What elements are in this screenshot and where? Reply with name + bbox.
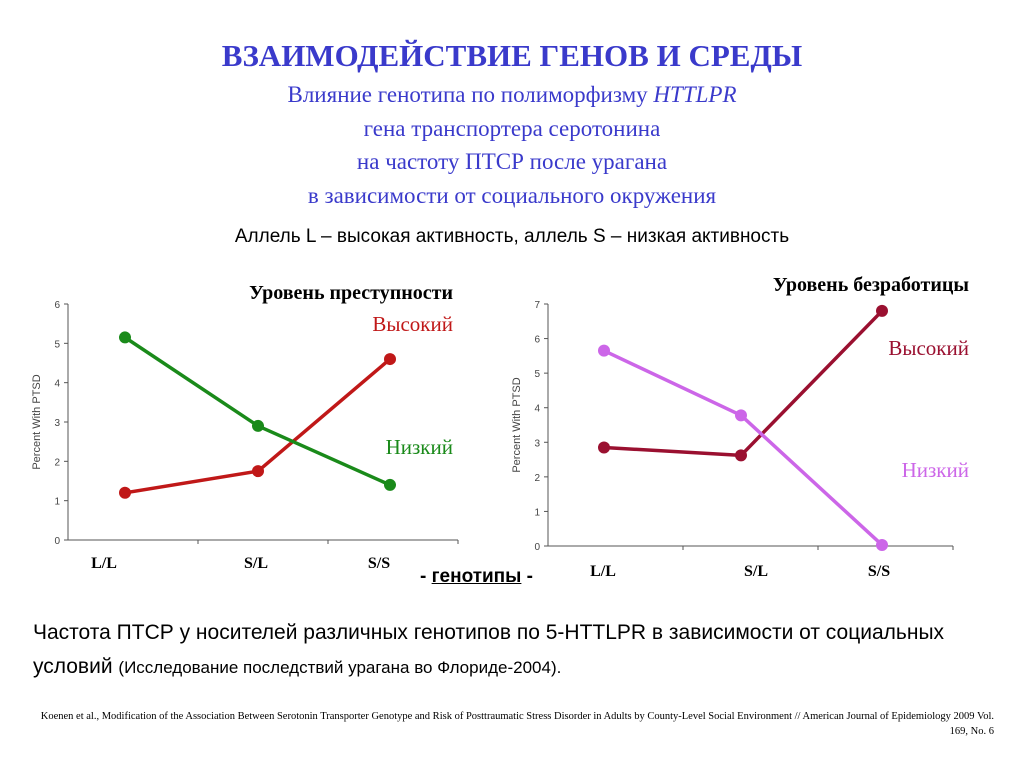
subtitle-line-1: Влияние генотипа по полиморфизму HTTLPR xyxy=(0,82,1024,108)
subtitle-line-3: на частоту ПТСР после урагана xyxy=(356,149,668,174)
series-line-1 xyxy=(124,335,391,487)
genotypes-label: - генотипы - xyxy=(420,566,533,588)
chart-crime-title: Уровень преступности xyxy=(249,282,453,304)
chart-unemployment-legend-low: Низкий xyxy=(901,458,969,482)
chart-unemployment-title: Уровень безработицы xyxy=(772,274,969,296)
y-tick-label: 6 xyxy=(534,335,540,346)
chart-crime-xtick-ss: S/S xyxy=(367,555,391,572)
y-tick-label: 3 xyxy=(534,438,540,449)
y-tick-label: 5 xyxy=(534,369,540,380)
subtitle-line-2: гена транспортера серотонина xyxy=(363,116,661,141)
y-tick-label: 1 xyxy=(534,507,540,518)
data-point-0-1 xyxy=(735,449,747,462)
summary-main: Частота ПТСР у носителей различных генот… xyxy=(33,621,945,678)
data-point-0-1 xyxy=(252,465,264,478)
data-point-0-2 xyxy=(876,304,888,317)
summary-text: Частота ПТСР у носителей различных генот… xyxy=(33,616,1003,685)
y-axis-label: Percent With PTSD xyxy=(511,377,523,472)
chart-unemployment-xtick-ss: S/S xyxy=(867,563,891,580)
y-tick-label: 2 xyxy=(54,457,60,468)
chart-crime-marks xyxy=(119,331,396,499)
y-tick-label: 4 xyxy=(534,404,540,415)
genotypes-prefix: - xyxy=(420,566,432,587)
data-point-1-1 xyxy=(252,419,264,432)
data-point-0-0 xyxy=(119,486,131,499)
chart-crime-axes: 0 1 2 3 4 5 6 Percent With PTSD xyxy=(31,300,459,547)
reference: Koenen et al., Modification of the Assoc… xyxy=(40,711,994,737)
data-point-1-0 xyxy=(119,331,131,344)
y-tick-label: 6 xyxy=(54,300,60,311)
genotypes-suffix: - xyxy=(521,566,533,587)
chart-unemployment-xtick-ll: L/L xyxy=(590,563,616,580)
chart-crime-xtick-sl: S/L xyxy=(243,555,268,572)
y-tick-label: 2 xyxy=(534,473,540,484)
chart-unemployment-axes: 0 1 2 3 4 5 6 7 Percent With PTSD xyxy=(511,300,954,553)
data-point-1-0 xyxy=(598,344,610,357)
data-point-1-1 xyxy=(735,409,747,422)
y-tick-label: 5 xyxy=(54,339,60,350)
chart-crime: 0 1 2 3 4 5 6 Percent With PTSD xyxy=(31,300,459,547)
page-title: ВЗАИМОДЕЙСТВИЕ ГЕНОВ И СРЕДЫ xyxy=(221,38,803,73)
allele-note: Аллель L – высокая активность, аллель S … xyxy=(234,226,790,247)
chart-crime-legend-low: Низкий xyxy=(385,435,453,459)
genotypes-word: генотипы xyxy=(431,566,522,587)
chart-unemployment-xtick-sl: S/L xyxy=(743,563,768,580)
y-tick-label: 0 xyxy=(534,542,540,553)
y-tick-label: 7 xyxy=(534,300,540,311)
subtitle-line-1-text: Влияние генотипа по полиморфизму xyxy=(287,82,654,107)
y-axis-label: Percent With PTSD xyxy=(31,374,43,469)
summary-note: (Исследование последствий урагана во Фло… xyxy=(118,658,562,677)
y-tick-label: 1 xyxy=(54,497,60,508)
y-tick-label: 3 xyxy=(54,418,60,429)
subtitle-line-4: в зависимости от социального окружения xyxy=(307,183,717,208)
chart-unemployment: 0 1 2 3 4 5 6 7 Percent With PTSD xyxy=(511,300,954,553)
data-point-1-2 xyxy=(384,478,396,491)
data-point-1-2 xyxy=(876,538,888,551)
y-tick-label: 4 xyxy=(54,379,60,390)
chart-crime-xtick-ll: L/L xyxy=(91,555,117,572)
chart-crime-legend-high: Высокий xyxy=(372,312,453,336)
chart-unemployment-legend-high: Высокий xyxy=(888,336,969,360)
series-line-0 xyxy=(603,309,884,458)
data-point-0-2 xyxy=(384,353,396,366)
chart-unemployment-marks xyxy=(598,304,888,551)
y-tick-label: 0 xyxy=(54,536,60,547)
series-line-1 xyxy=(603,349,884,547)
data-point-0-0 xyxy=(598,441,610,454)
subtitle-gene-name: HTTLPR xyxy=(653,82,737,107)
